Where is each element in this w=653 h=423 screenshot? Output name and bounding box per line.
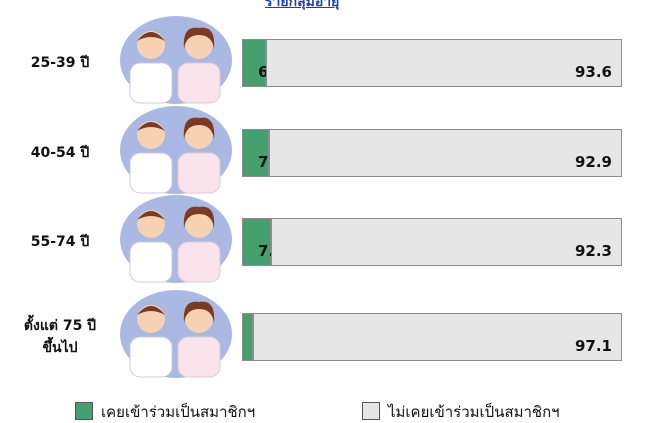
category-label: ตั้งแต่ 75 ปี ขึ้นไป	[23, 318, 97, 356]
bar-segment	[268, 129, 622, 177]
people-icon	[120, 16, 232, 104]
legend-label: ไม่เคยเข้าร่วมเป็นสมาชิกฯ	[388, 403, 560, 421]
bar-segment	[242, 218, 272, 266]
bar-segment	[253, 313, 622, 361]
category-label: 55-74 ปี	[30, 234, 90, 250]
bar-segment	[242, 39, 267, 87]
category-label: 25-39 ปี	[30, 55, 90, 71]
value-label: 92.9	[574, 153, 612, 171]
bar-segment	[266, 39, 622, 87]
bar-segment	[242, 129, 269, 177]
bar-segment	[242, 313, 254, 361]
category-label: 40-54 ปี	[30, 145, 90, 161]
legend-label: เคยเข้าร่วมเป็นสมาชิกฯ	[101, 403, 256, 421]
people-icon	[120, 195, 232, 283]
legend-swatch	[75, 402, 93, 420]
legend-swatch	[362, 402, 380, 420]
chart-title: รายกลุ่มอายุ	[265, 0, 340, 10]
value-label: 93.6	[574, 63, 612, 81]
people-icon	[120, 106, 232, 194]
bar-segment	[271, 218, 622, 266]
people-icon	[120, 290, 232, 378]
value-label: 97.1	[574, 337, 612, 355]
value-label: 92.3	[574, 242, 612, 260]
